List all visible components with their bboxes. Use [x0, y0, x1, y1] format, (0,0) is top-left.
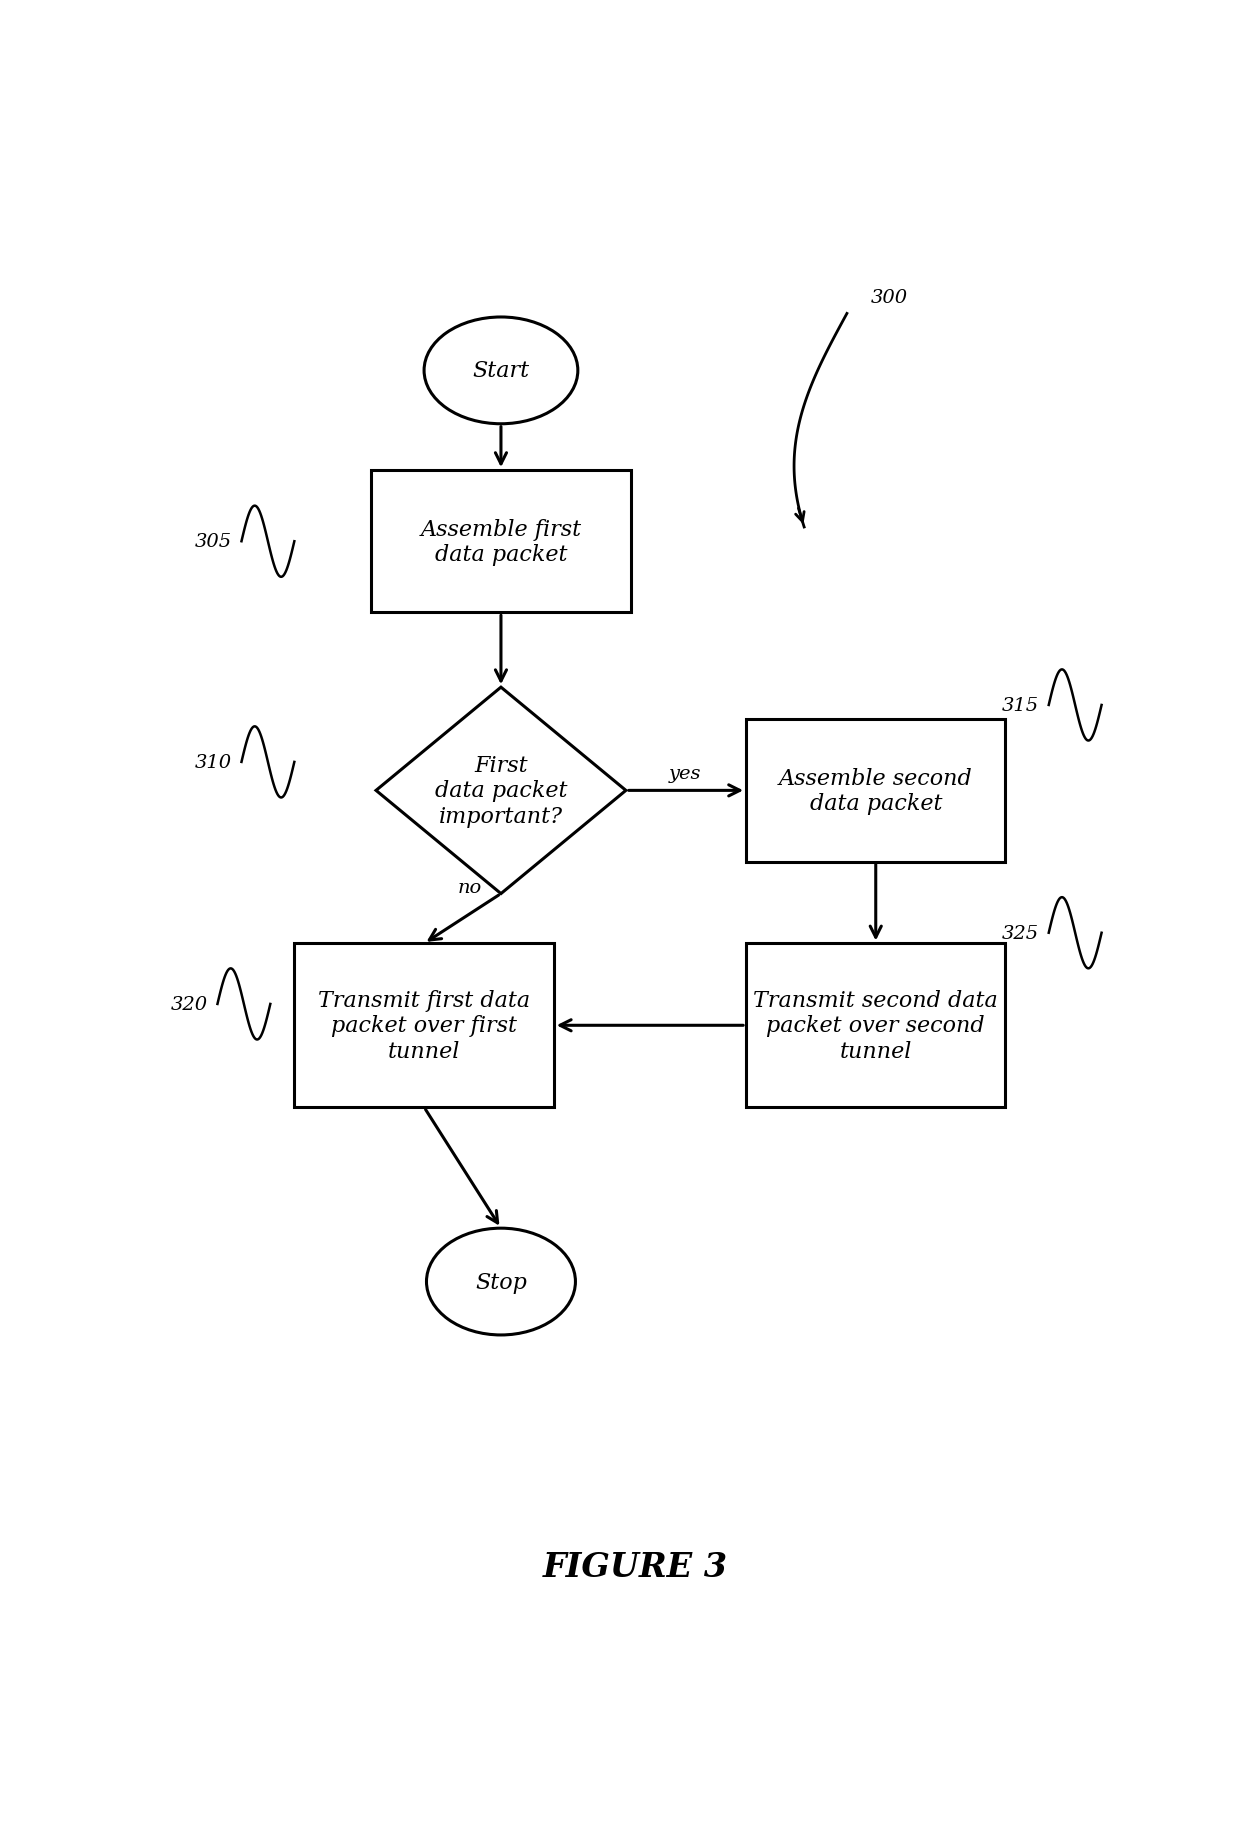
Bar [746, 944, 1006, 1107]
Text: 325: 325 [1002, 924, 1039, 942]
Bar [371, 471, 631, 614]
Text: Transmit first data
packet over first
tunnel: Transmit first data packet over first tu… [317, 989, 531, 1063]
Text: First
data packet
important?: First data packet important? [435, 754, 567, 828]
Text: no: no [458, 878, 482, 896]
Text: Start: Start [472, 360, 529, 383]
Ellipse shape [427, 1229, 575, 1336]
Text: 305: 305 [195, 532, 232, 551]
Text: 320: 320 [171, 996, 208, 1013]
Text: yes: yes [670, 765, 702, 784]
Ellipse shape [424, 318, 578, 425]
Text: Transmit second data
packet over second
tunnel: Transmit second data packet over second … [754, 989, 998, 1063]
Text: Stop: Stop [475, 1271, 527, 1294]
Bar [746, 719, 1006, 861]
Text: Assemble second
data packet: Assemble second data packet [779, 767, 972, 815]
Text: 315: 315 [1002, 697, 1039, 715]
Text: FIGURE 3: FIGURE 3 [543, 1550, 728, 1584]
Text: 310: 310 [195, 754, 232, 771]
Polygon shape [376, 687, 626, 894]
Text: Assemble first
data packet: Assemble first data packet [420, 517, 582, 565]
Bar [294, 944, 554, 1107]
Text: 300: 300 [870, 288, 908, 307]
